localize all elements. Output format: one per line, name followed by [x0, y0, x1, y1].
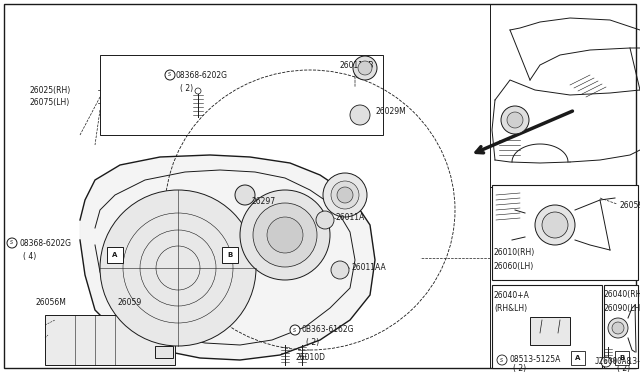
Circle shape: [240, 190, 330, 280]
Text: S: S: [10, 241, 13, 246]
Circle shape: [497, 355, 507, 365]
Circle shape: [542, 212, 568, 238]
Text: 26010D: 26010D: [295, 353, 325, 362]
Bar: [604, 285, 638, 368]
Text: ( 2): ( 2): [306, 339, 319, 347]
Bar: [45, 315, 175, 365]
Circle shape: [350, 105, 370, 125]
Bar: [155, 346, 173, 358]
Text: 26040(RH): 26040(RH): [604, 291, 640, 299]
Text: 26297: 26297: [251, 198, 275, 206]
Text: 26011AA: 26011AA: [352, 263, 387, 273]
Circle shape: [507, 112, 523, 128]
Text: S: S: [604, 359, 607, 365]
Text: ( 2): ( 2): [513, 363, 526, 372]
Bar: [222, 247, 238, 263]
Circle shape: [323, 173, 367, 217]
Circle shape: [253, 203, 317, 267]
Text: 08368-6202G: 08368-6202G: [19, 238, 71, 247]
Text: 26059+A: 26059+A: [620, 201, 640, 209]
Text: A: A: [112, 252, 118, 258]
Bar: [615, 351, 629, 365]
Text: ( 4): ( 4): [23, 251, 36, 260]
Circle shape: [337, 187, 353, 203]
Text: 26025(RH): 26025(RH): [30, 86, 71, 94]
Circle shape: [353, 56, 377, 80]
Text: 08513-5122A: 08513-5122A: [613, 357, 640, 366]
Text: S: S: [293, 327, 296, 333]
Text: 26075(LH): 26075(LH): [30, 99, 70, 108]
Text: 26040+A: 26040+A: [494, 291, 530, 299]
Bar: [571, 351, 585, 365]
Text: 08368-6202G: 08368-6202G: [176, 71, 228, 80]
Text: A: A: [575, 355, 580, 361]
Text: 0B363-6162G: 0B363-6162G: [302, 326, 355, 334]
Circle shape: [165, 70, 175, 80]
Circle shape: [100, 190, 256, 346]
Text: S: S: [168, 73, 172, 77]
Circle shape: [316, 211, 334, 229]
Text: 26011A: 26011A: [336, 214, 365, 222]
Text: J26000A8: J26000A8: [595, 357, 632, 366]
Text: 26010(RH): 26010(RH): [494, 248, 535, 257]
Bar: [107, 247, 123, 263]
Text: B: B: [620, 355, 625, 361]
Circle shape: [7, 238, 17, 248]
Polygon shape: [80, 155, 375, 360]
Text: 26090(LH): 26090(LH): [604, 304, 640, 312]
Circle shape: [331, 181, 359, 209]
Text: B: B: [227, 252, 232, 258]
Circle shape: [601, 357, 611, 367]
Circle shape: [358, 61, 372, 75]
Text: 26056M: 26056M: [35, 298, 66, 307]
Text: ( 2): ( 2): [617, 363, 630, 372]
Circle shape: [267, 217, 303, 253]
Text: ( 2): ( 2): [180, 83, 193, 93]
Text: 08513-5125A: 08513-5125A: [509, 356, 561, 365]
Bar: [100, 55, 383, 135]
Text: (RH&LH): (RH&LH): [494, 304, 527, 312]
Bar: [492, 185, 638, 280]
Text: 26060(LH): 26060(LH): [494, 262, 534, 270]
Text: 26011AB: 26011AB: [340, 61, 374, 70]
Text: S: S: [500, 357, 504, 362]
Circle shape: [501, 106, 529, 134]
Text: 26059: 26059: [118, 298, 142, 307]
Circle shape: [535, 205, 575, 245]
Circle shape: [290, 325, 300, 335]
Circle shape: [612, 322, 624, 334]
Circle shape: [331, 261, 349, 279]
Bar: [492, 285, 602, 368]
Circle shape: [608, 318, 628, 338]
Circle shape: [195, 88, 201, 94]
Circle shape: [235, 185, 255, 205]
Bar: [530, 317, 570, 345]
Text: 26029M: 26029M: [375, 108, 406, 116]
